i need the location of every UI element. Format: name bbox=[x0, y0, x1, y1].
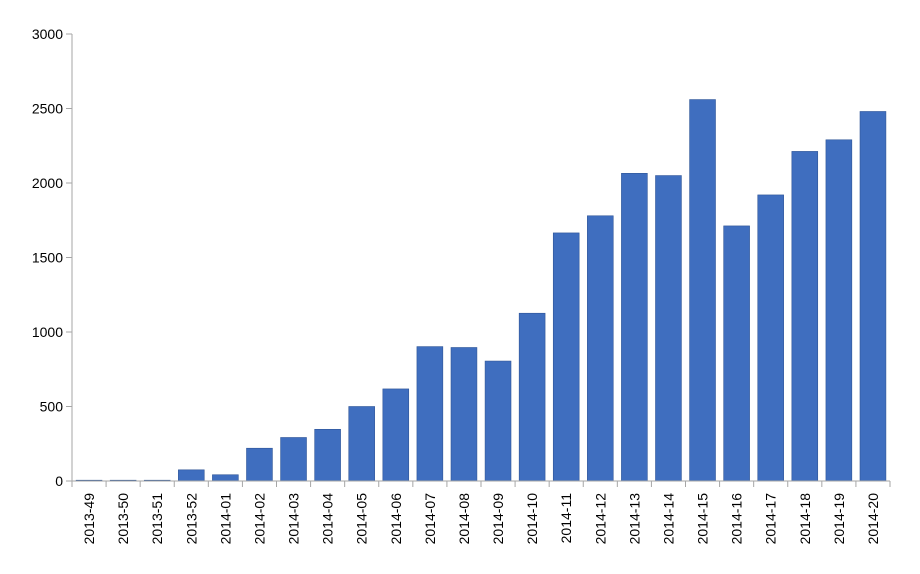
bar-2014-17 bbox=[757, 194, 784, 482]
x-tick-label: 2014-13 bbox=[626, 493, 642, 545]
x-tick-label: 2014-15 bbox=[695, 493, 711, 545]
x-tick-label: 2014-17 bbox=[763, 493, 779, 545]
x-tick-label: 2014-02 bbox=[251, 493, 267, 545]
x-tick-label: 2014-08 bbox=[456, 493, 472, 545]
x-tick-label: 2014-03 bbox=[286, 493, 302, 545]
y-tick-label: 1000 bbox=[32, 324, 63, 340]
bar-2014-11 bbox=[552, 232, 580, 482]
bar-2014-16 bbox=[723, 225, 750, 482]
bar-2014-02 bbox=[246, 447, 273, 482]
y-axis: 0 500 1000 1500 2000 2500 3000 bbox=[32, 26, 73, 489]
x-tick-label: 2014-14 bbox=[660, 493, 676, 545]
bar-2014-01 bbox=[212, 474, 239, 482]
bar-2014-08 bbox=[450, 347, 478, 482]
bars bbox=[75, 99, 887, 482]
bar-2014-12 bbox=[587, 215, 614, 482]
x-axis: 2013-49 2013-50 2013-51 2013-52 2014-01 2014-… bbox=[71, 480, 891, 545]
bar-2014-14 bbox=[655, 175, 682, 482]
bar-2014-15 bbox=[689, 99, 716, 482]
x-tick-label: 2014-16 bbox=[729, 493, 745, 545]
bar-2014-10 bbox=[518, 312, 546, 482]
bar-2014-20 bbox=[859, 111, 887, 482]
x-tick-label: 2013-52 bbox=[183, 493, 199, 545]
bar-2014-05 bbox=[348, 406, 375, 482]
y-tick-label: 0 bbox=[55, 473, 63, 489]
bar-2014-07 bbox=[416, 346, 444, 482]
x-tick-label: 2014-10 bbox=[524, 493, 540, 545]
x-tick-label: 2014-01 bbox=[217, 493, 233, 545]
y-tick-label: 500 bbox=[40, 399, 64, 415]
x-tick-label: 2013-49 bbox=[81, 493, 97, 545]
x-tick-label: 2014-05 bbox=[354, 493, 370, 545]
x-tick-label: 2014-20 bbox=[865, 493, 881, 545]
bar-2014-13 bbox=[621, 173, 648, 482]
x-tick-label: 2014-19 bbox=[831, 493, 847, 545]
x-tick-label: 2014-07 bbox=[422, 493, 438, 545]
bar-2014-04 bbox=[314, 428, 341, 482]
y-tick-label: 2000 bbox=[32, 175, 63, 191]
bar-2014-03 bbox=[280, 437, 307, 482]
y-tick-label: 1500 bbox=[32, 250, 63, 266]
bar-2014-09 bbox=[484, 360, 512, 482]
y-tick-label: 2500 bbox=[32, 101, 63, 117]
bar-2014-18 bbox=[791, 151, 819, 482]
x-tick-label: 2013-50 bbox=[115, 493, 131, 545]
x-tick-label: 2014-12 bbox=[592, 493, 608, 545]
x-tick-label: 2014-09 bbox=[490, 493, 506, 545]
x-tick-label: 2014-11 bbox=[558, 493, 574, 544]
y-tick-label: 3000 bbox=[32, 26, 63, 42]
bar-2014-06 bbox=[382, 388, 410, 482]
x-tick-label: 2014-18 bbox=[797, 493, 813, 545]
x-tick-label: 2014-06 bbox=[388, 493, 404, 545]
bar-2013-52 bbox=[178, 469, 205, 482]
bar-2014-19 bbox=[825, 139, 853, 482]
x-tick-label: 2013-51 bbox=[149, 493, 165, 545]
x-tick-label: 2014-04 bbox=[320, 493, 336, 545]
